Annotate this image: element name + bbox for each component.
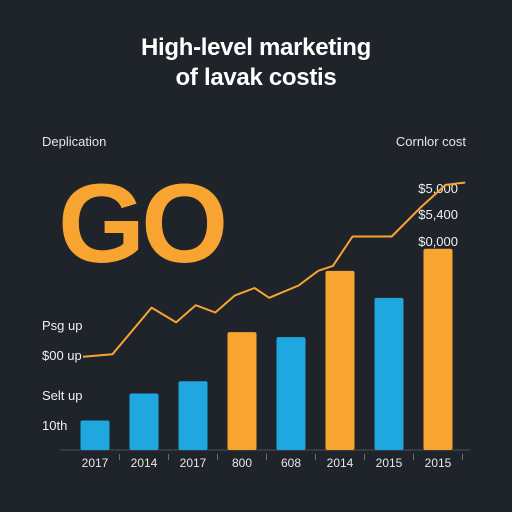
- x-tick-label-3: 2017: [180, 456, 207, 470]
- bar-6: [325, 270, 355, 450]
- right-tick-3: $0,000: [418, 234, 458, 249]
- bar-4: [227, 332, 257, 450]
- chart-title-line-1: High-level marketing: [140, 34, 372, 61]
- bar-8: [423, 248, 453, 450]
- x-ticks-group: 2017 2014 2017 800 608 2014 2015 2015: [82, 454, 463, 470]
- go-mark: GO: [58, 161, 228, 286]
- trend-line-group: [82, 181, 466, 358]
- left-header-label: Deplication: [42, 134, 107, 149]
- x-tick-label-4: 800: [232, 456, 252, 470]
- x-tick-label-2: 2014: [131, 456, 158, 470]
- left-label-3: Selt up: [42, 388, 83, 403]
- x-tick-label-6: 2014: [327, 456, 354, 470]
- right-header-label: Cornlor cost: [395, 134, 466, 149]
- left-label-4: 10th: [42, 418, 68, 433]
- trend-line: [82, 181, 466, 358]
- left-label-1: Psg up: [42, 318, 83, 333]
- x-tick-label-8: 2015: [425, 456, 452, 470]
- bar-1: [80, 420, 110, 450]
- bar-5: [276, 337, 306, 450]
- bar-7: [374, 297, 404, 450]
- right-tick-2: $5,400: [418, 207, 458, 222]
- chart-title-line-2: of lavak costis: [175, 64, 337, 91]
- bars-group: [80, 248, 453, 450]
- bar-2: [129, 393, 159, 450]
- x-tick-label-5: 608: [281, 456, 301, 470]
- bar-3: [178, 381, 208, 450]
- left-label-2: $00 up: [42, 348, 82, 363]
- x-tick-label-7: 2015: [376, 456, 403, 470]
- x-tick-label-1: 2017: [82, 456, 109, 470]
